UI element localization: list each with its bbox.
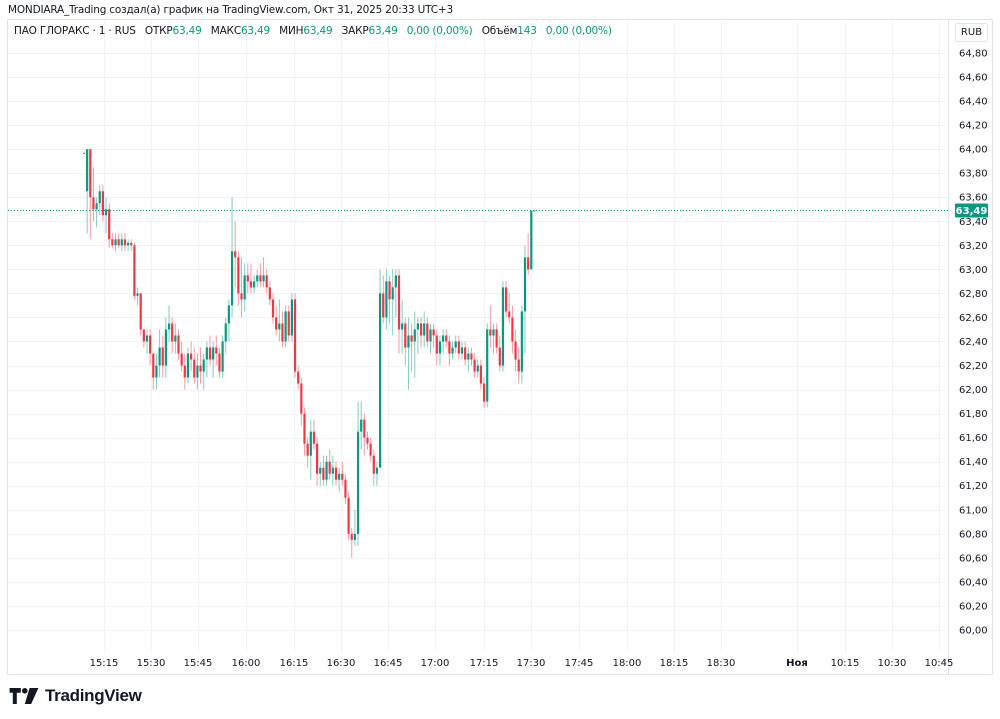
price-tick-label: 63,40 [959, 217, 988, 228]
symbol-name[interactable]: ПАО ГЛОРАКС · 1 · RUS [14, 25, 136, 37]
price-tick-label: 61,20 [959, 481, 988, 492]
chart-grid [8, 20, 949, 674]
open-value: 63,49 [172, 25, 202, 37]
price-tick-label: 60,80 [959, 529, 988, 540]
volume-label: Объём [481, 25, 518, 37]
time-tick-label: 15:45 [184, 658, 213, 669]
price-tick-label: 63,60 [959, 193, 988, 204]
price-axis[interactable]: 64,80 64,60 64,40 64,20 64,00 63,80 63,60 63,40… [959, 49, 988, 637]
last-price-tag [955, 203, 988, 218]
time-tick-label: 15:15 [90, 658, 119, 669]
volume-value: 143 [517, 25, 537, 37]
tradingview-logo[interactable]: TradingView [9, 686, 142, 706]
price-tick-label: 64,60 [959, 73, 988, 84]
high-label: МАКС [210, 25, 241, 37]
last-price-label: 63,49 [956, 206, 988, 217]
price-tick-label: 61,40 [959, 457, 988, 468]
price-tick-label: 64,00 [959, 145, 988, 156]
chart-frame [7, 19, 993, 675]
price-tick-label: 62,60 [959, 313, 988, 324]
tradingview-logo-text: TradingView [45, 686, 142, 705]
price-tick-label: 61,60 [959, 433, 988, 444]
price-tick-label: 64,40 [959, 97, 988, 108]
close-label: ЗАКР [341, 25, 369, 37]
open-label: ОТКР [144, 25, 173, 37]
price-tick-label: 62,80 [959, 289, 988, 300]
currency-button[interactable]: RUB [955, 23, 988, 42]
time-tick-label: 16:15 [280, 658, 309, 669]
price-tick-label: 62,20 [959, 361, 988, 372]
time-tick-label: 17:45 [565, 658, 594, 669]
low-label: МИН [279, 25, 304, 37]
time-tick-label: 15:30 [137, 658, 166, 669]
low-value: 63,49 [303, 25, 333, 37]
price-change: 0,00 (0,00%) [406, 25, 473, 37]
price-tick-label: 63,80 [959, 169, 988, 180]
price-tick-label: 62,40 [959, 337, 988, 348]
high-value: 63,49 [240, 25, 271, 37]
candles [82, 149, 536, 558]
time-tick-label: 17:30 [517, 658, 546, 669]
price-tick-label: 60,00 [959, 625, 988, 636]
time-tick-label: 10:15 [831, 658, 860, 669]
price-tick-label: 62,00 [959, 385, 988, 396]
time-tick-label: Ноя [786, 658, 808, 669]
time-tick-label: 16:30 [327, 658, 356, 669]
close-value: 63,49 [368, 25, 398, 37]
price-tick-label: 64,80 [959, 49, 988, 60]
price-tick-label: 60,20 [959, 601, 988, 612]
price-tick-label: 60,60 [959, 553, 988, 564]
volume-change: 0,00 (0,00%) [545, 25, 612, 37]
price-tick-label: 61,80 [959, 409, 988, 420]
time-tick-label: 18:00 [613, 658, 642, 669]
time-tick-label: 17:00 [421, 658, 450, 669]
last-price-line: 63,49 [8, 203, 988, 218]
price-tick-label: 64,20 [959, 121, 988, 132]
price-tick-label: 61,00 [959, 505, 988, 516]
time-tick-label: 10:30 [878, 658, 907, 669]
time-tick-label: 16:00 [232, 658, 261, 669]
symbol-legend: ПАО ГЛОРАКС · 1 · RUS ОТКР63,49 МАКС63,4… [14, 25, 612, 37]
tradingview-logo-icon [9, 688, 39, 704]
price-tick-label: 63,00 [959, 265, 988, 276]
time-tick-label: 16:45 [374, 658, 403, 669]
chart-attribution: MONDIARA_Trading создал(а) график на Tra… [8, 4, 453, 16]
time-tick-label: 17:15 [470, 658, 499, 669]
price-tick-label: 60,40 [959, 577, 988, 588]
price-tick-label: 63,20 [959, 241, 988, 252]
time-axis[interactable]: 15:15 15:30 15:45 16:00 16:15 16:30 16:45 17:00… [90, 658, 954, 669]
time-tick-label: 18:30 [707, 658, 736, 669]
time-tick-label: 18:15 [660, 658, 689, 669]
time-tick-label: 10:45 [925, 658, 954, 669]
